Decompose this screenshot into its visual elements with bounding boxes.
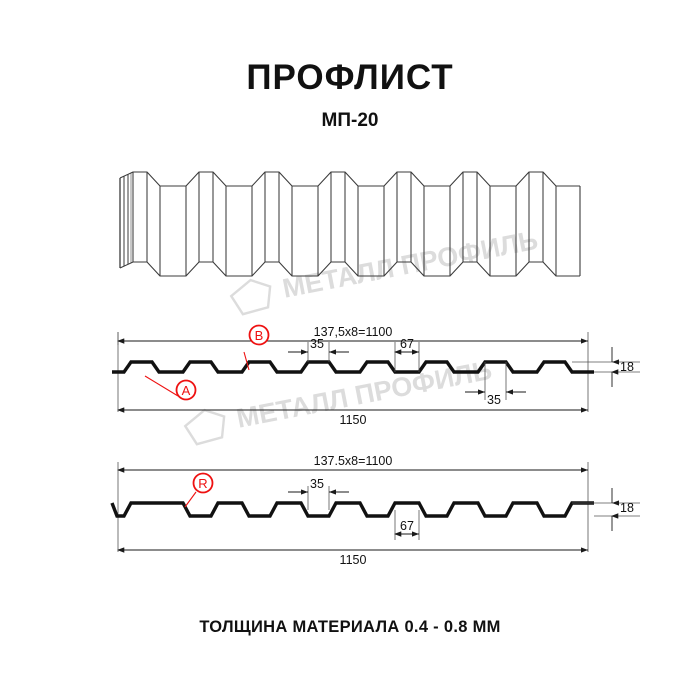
section-top-dim-35-lower: 35 [487, 393, 501, 407]
page-header: ПРОФЛИСТ МП-20 [0, 0, 700, 130]
section-bottom-dim-35: 35 [310, 477, 324, 491]
section-bottom-width-dimension: 137.5x8=1100 [314, 454, 393, 468]
section-bottom-total-dimension: 1150 [340, 553, 367, 567]
page-title: ПРОФЛИСТ [246, 58, 454, 97]
isometric-profile-view [119, 171, 581, 277]
section-top-height-dimension: 18 [620, 360, 634, 374]
callout-B: B [243, 324, 270, 371]
section-bottom-dim-67: 67 [400, 519, 414, 533]
watermark-text: МЕТАЛЛ ПРОФИЛЬ [280, 225, 540, 304]
section-top-width-dimension: 137,5x8=1100 [314, 325, 393, 339]
section-top: 137,5x8=1100 35 67 [112, 324, 640, 427]
callout-B-label: B [255, 328, 264, 343]
callout-A-label: A [182, 383, 191, 398]
material-thickness-note: ТОЛЩИНА МАТЕРИАЛА 0.4 - 0.8 ММ [199, 618, 501, 636]
section-top-profile [112, 360, 594, 374]
section-top-total-dimension: 1150 [340, 413, 367, 427]
callout-R-label: R [198, 476, 207, 491]
page-subtitle: МП-20 [321, 110, 379, 131]
section-bottom-height-dimension: 18 [620, 501, 634, 515]
section-bottom-profile [110, 501, 594, 518]
section-bottom: 137.5x8=1100 35 67 [110, 454, 640, 567]
callout-R: R [184, 472, 214, 508]
section-top-dim-67: 67 [400, 337, 414, 351]
callout-A: A [144, 375, 197, 401]
section-top-dim-35-upper: 35 [310, 337, 324, 351]
